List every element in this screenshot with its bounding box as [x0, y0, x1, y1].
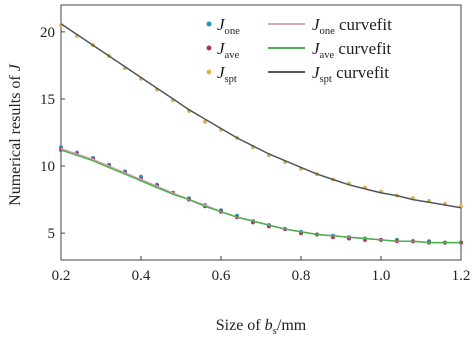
curvefit-line-ave: [60, 149, 461, 244]
legend-label-spt: Jspt: [217, 63, 237, 85]
x-axis-title-var: b: [265, 317, 273, 334]
y-axis-title-prefix: Numerical results of: [7, 71, 24, 206]
legend-label-ave-curvefit: Jave curvefit: [312, 39, 392, 61]
x-axis-title: Size of bs/mm: [216, 317, 307, 337]
legend-marker-ave: [206, 45, 212, 51]
y-tick-label: 15: [40, 92, 55, 108]
x-axis-title-sub: s: [273, 325, 277, 337]
legend-marker-one: [206, 21, 212, 27]
y-tick-label: 10: [40, 159, 55, 175]
x-tick-label: 0.6: [212, 268, 231, 284]
x-tick-label: 0.8: [292, 268, 311, 284]
curvefit-line-spt: [60, 23, 462, 209]
legend-marker-spt: [206, 69, 212, 75]
x-tick-label: 0.2: [52, 268, 71, 284]
plot-area-frame: [60, 4, 462, 261]
x-tick-label: 1.2: [452, 268, 471, 284]
legend-sub: one: [225, 26, 241, 37]
legend-var: J: [217, 39, 226, 58]
y-axis-title-var: J: [7, 63, 24, 71]
x-axis-title-suffix: /mm: [277, 317, 307, 334]
data-point-spt: [203, 119, 207, 124]
legend-suffix: curvefit: [334, 39, 391, 58]
legend-label-one-curvefit: Jone curvefit: [312, 15, 392, 37]
legend-label-one: Jone: [217, 15, 240, 37]
legend-suffix: curvefit: [335, 15, 392, 34]
x-tick-label: 1.0: [372, 268, 391, 284]
y-tick-label: 20: [40, 25, 55, 41]
plot-area: [59, 23, 463, 245]
legend-suffix: curvefit: [332, 63, 389, 82]
y-axis-title: Numerical results of J: [7, 63, 24, 206]
y-axis: 5 10 15 20: [40, 25, 65, 242]
x-axis-title-prefix: Size of: [216, 317, 265, 334]
x-tick-label: 0.4: [132, 268, 151, 284]
legend-sub: ave: [225, 50, 240, 61]
legend-sub: ave: [320, 50, 335, 61]
curvefit-line-one: [60, 147, 461, 244]
legend-sub: spt: [320, 74, 332, 85]
legend-var: J: [217, 63, 226, 82]
legend-var: J: [312, 63, 321, 82]
legend-sub: one: [320, 26, 336, 37]
legend-var: J: [312, 39, 321, 58]
legend-label-spt-curvefit: Jspt curvefit: [312, 63, 389, 85]
series-spt-points: [59, 23, 463, 209]
y-tick-label: 5: [48, 226, 56, 242]
legend-var: J: [312, 15, 321, 34]
series-one-points: [59, 145, 463, 245]
legend-var: J: [217, 15, 226, 34]
x-axis: 0.2 0.4 0.6 0.8 1.0 1.2: [52, 256, 471, 284]
legend-sub: spt: [225, 74, 237, 85]
legend-label-ave: Jave: [217, 39, 239, 61]
